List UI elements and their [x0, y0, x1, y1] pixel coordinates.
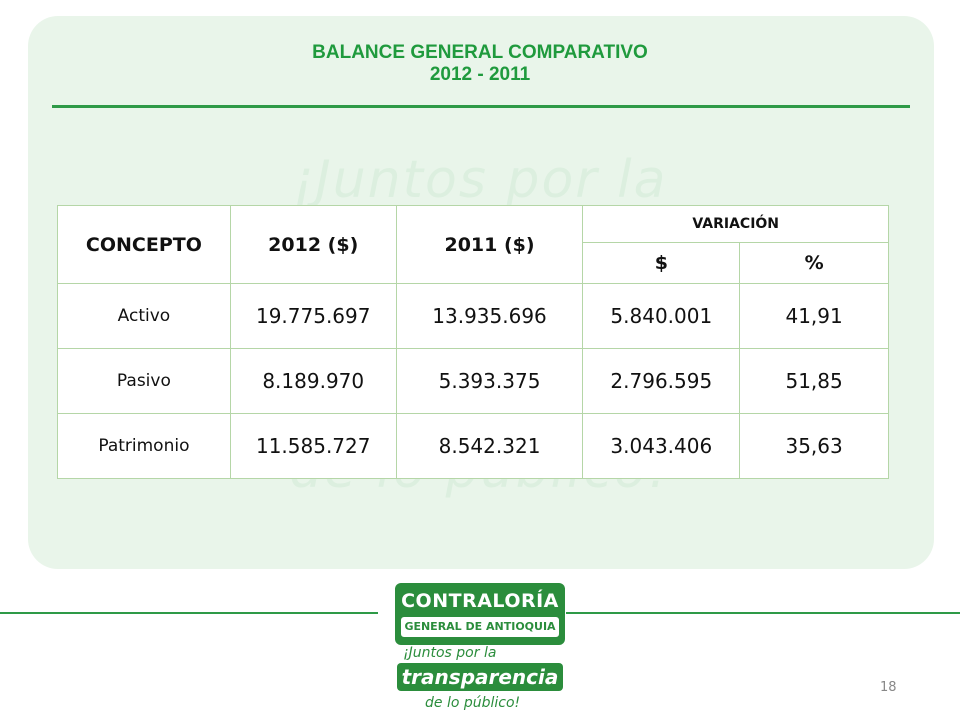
row-2012: 11.585.727 — [230, 414, 396, 479]
logo-tagline-1: ¡Juntos por la — [403, 645, 496, 661]
header-2011: 2011 ($) — [396, 206, 583, 284]
header-variacion-percent: % — [740, 243, 889, 284]
title-line-2: 2012 - 2011 — [0, 64, 960, 86]
row-var-dollars: 2.796.595 — [583, 349, 740, 414]
logo-subname: GENERAL DE ANTIOQUIA — [401, 617, 559, 637]
header-variacion: VARIACIÓN — [583, 206, 889, 243]
row-2011: 8.542.321 — [396, 414, 583, 479]
header-2012: 2012 ($) — [230, 206, 396, 284]
row-concepto: Pasivo — [58, 349, 231, 414]
row-var-percent: 41,91 — [740, 284, 889, 349]
logo-tagline-2: transparencia — [397, 663, 563, 691]
row-var-percent: 35,63 — [740, 414, 889, 479]
page-number: 18 — [880, 680, 897, 695]
row-var-dollars: 3.043.406 — [583, 414, 740, 479]
logo-badge: CONTRALORÍA GENERAL DE ANTIOQUIA — [395, 583, 565, 645]
footer-divider-left — [0, 612, 378, 614]
logo-tagline-3: de lo público! — [425, 695, 520, 711]
row-2012: 8.189.970 — [230, 349, 396, 414]
contraloria-logo: CONTRALORÍA GENERAL DE ANTIOQUIA ¡Juntos… — [395, 583, 565, 715]
logo-name: CONTRALORÍA — [401, 589, 559, 613]
table-row: Patrimonio 11.585.727 8.542.321 3.043.40… — [58, 414, 889, 479]
row-concepto: Patrimonio — [58, 414, 231, 479]
slide-title: BALANCE GENERAL COMPARATIVO 2012 - 2011 — [0, 42, 960, 86]
row-concepto: Activo — [58, 284, 231, 349]
watermark-text-top: ¡Juntos por la — [0, 150, 960, 210]
row-var-percent: 51,85 — [740, 349, 889, 414]
row-2011: 13.935.696 — [396, 284, 583, 349]
row-2011: 5.393.375 — [396, 349, 583, 414]
header-concepto: CONCEPTO — [58, 206, 231, 284]
footer-divider-right — [566, 612, 960, 614]
row-var-dollars: 5.840.001 — [583, 284, 740, 349]
row-2012: 19.775.697 — [230, 284, 396, 349]
table-row: Activo 19.775.697 13.935.696 5.840.001 4… — [58, 284, 889, 349]
balance-table: CONCEPTO 2012 ($) 2011 ($) VARIACIÓN $ %… — [57, 205, 889, 479]
table-row: Pasivo 8.189.970 5.393.375 2.796.595 51,… — [58, 349, 889, 414]
title-line-1: BALANCE GENERAL COMPARATIVO — [0, 42, 960, 64]
title-divider — [52, 105, 910, 108]
header-variacion-dollars: $ — [583, 243, 740, 284]
